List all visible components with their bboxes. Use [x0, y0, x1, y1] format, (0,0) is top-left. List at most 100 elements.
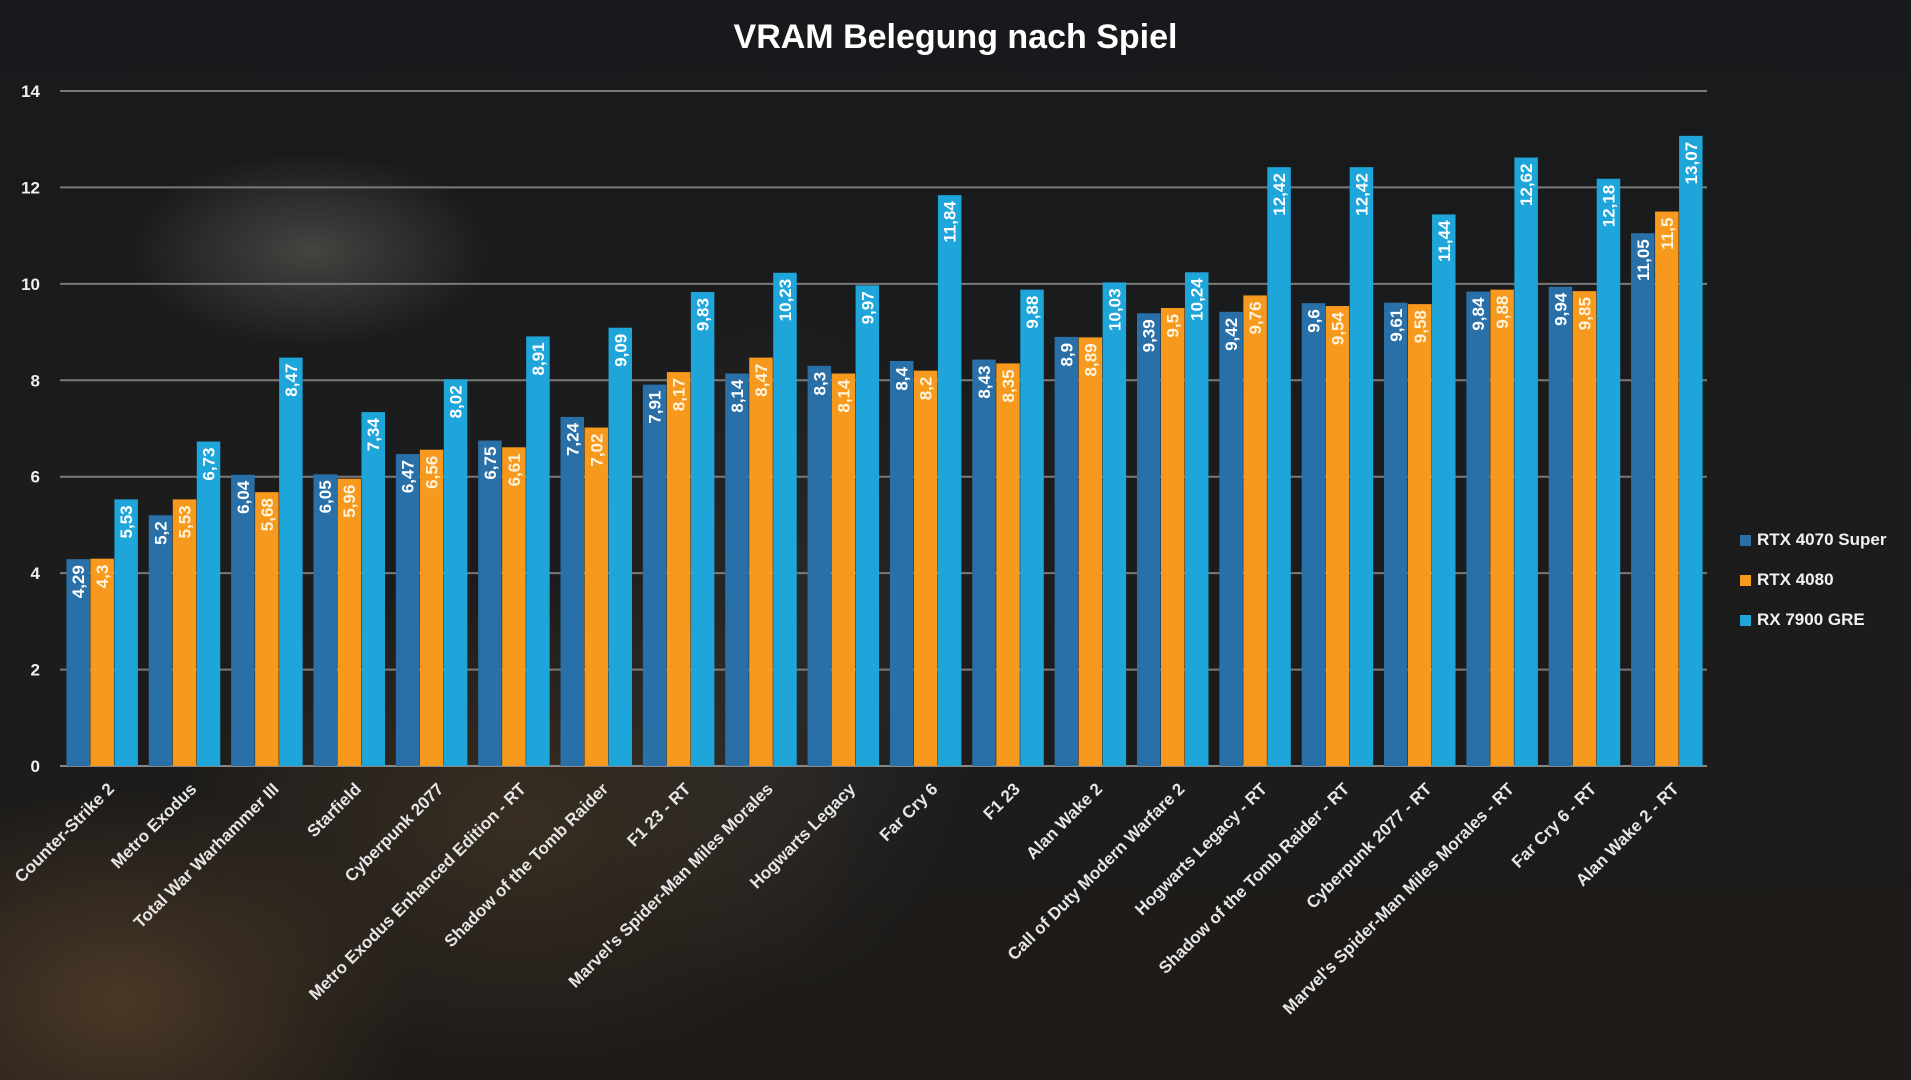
bar-rtx-4080 [502, 447, 526, 766]
legend-item-rx-7900-gre[interactable]: RX 7900 GRE [1740, 600, 1886, 640]
data-label: 7,91 [646, 391, 665, 424]
y-tick-label: 8 [31, 371, 40, 390]
data-label: 6,05 [316, 480, 335, 513]
bar-rx-7900-gre [1184, 272, 1209, 766]
legend-swatch [1740, 574, 1751, 586]
data-label: 6,73 [200, 448, 219, 481]
bar-rtx-4070-super [1219, 311, 1243, 766]
data-label: 9,94 [1551, 292, 1570, 326]
data-label: 5,2 [152, 521, 171, 545]
data-label: 8,9 [1057, 343, 1076, 367]
data-label: 9,58 [1411, 310, 1430, 343]
gridlines [60, 90, 1707, 767]
y-tick-label: 6 [31, 468, 40, 487]
bar-rtx-4070-super [807, 365, 832, 766]
data-label: 8,35 [999, 369, 1018, 402]
bar-rtx-4070-super [725, 373, 749, 766]
data-label: 8,43 [975, 366, 994, 399]
data-label: 9,09 [611, 334, 630, 367]
bar-rx-7900-gre [773, 272, 797, 766]
x-tick-label: F1 23 [980, 779, 1024, 823]
data-labels: 4,29 4,3 5,53 5,2 5,53 6,73 6,04 5,68 8,47 6,05 5,… [69, 142, 1701, 598]
legend-item-rtx-4070-super[interactable]: RTX 4070 Super [1740, 520, 1886, 560]
x-tick-label: Alan Wake 2 [1022, 779, 1106, 863]
bar-rx-7900-gre [608, 327, 633, 766]
x-tick-label: Starfield [304, 779, 366, 841]
bar-rx-7900-gre [361, 412, 385, 766]
y-tick-label: 12 [21, 178, 40, 197]
bar-rtx-4080 [1572, 291, 1597, 766]
bar-rx-7900-gre [1432, 214, 1456, 766]
data-label: 8,3 [810, 372, 829, 396]
bar-rx-7900-gre [1679, 135, 1703, 766]
data-label: 13,07 [1682, 142, 1701, 185]
data-label: 9,61 [1387, 309, 1406, 342]
bar-rtx-4080 [1078, 337, 1103, 766]
bar-rtx-4080 [831, 373, 856, 766]
bar-rtx-4080 [1243, 295, 1267, 766]
data-label: 11,84 [941, 201, 960, 243]
data-label: 6,04 [234, 480, 253, 514]
data-label: 9,84 [1469, 297, 1488, 331]
data-label: 8,2 [917, 377, 936, 401]
bar-rtx-4070-super [560, 416, 585, 766]
bar-rx-7900-gre [937, 195, 962, 767]
bar-rx-7900-gre [114, 499, 138, 766]
y-tick-label: 0 [31, 757, 40, 776]
bar-rtx-4070-super [1301, 303, 1326, 766]
bar-rx-7900-gre [1596, 178, 1621, 766]
bar-rx-7900-gre [526, 336, 550, 766]
data-label: 9,85 [1575, 297, 1594, 330]
bar-rtx-4080 [1325, 306, 1350, 766]
bar-rx-7900-gre [1102, 282, 1127, 766]
data-label: 9,88 [1493, 296, 1512, 329]
data-label: 8,89 [1081, 343, 1100, 376]
data-label: 12,62 [1517, 164, 1536, 207]
data-label: 8,14 [728, 379, 747, 413]
bar-rtx-4070-super [148, 515, 173, 766]
bar-rtx-4080 [1655, 211, 1679, 767]
data-label: 6,75 [481, 447, 500, 480]
bar-rtx-4070-super [66, 559, 90, 766]
bar-rtx-4080 [90, 558, 114, 766]
data-label: 9,42 [1222, 318, 1241, 351]
data-label: 10,24 [1188, 278, 1207, 321]
data-label: 6,56 [423, 456, 442, 489]
x-tick-label: Hogwarts Legacy - RT [1131, 779, 1271, 919]
data-label: 5,53 [117, 505, 136, 538]
y-axis-ticks: 0 2 4 6 8 10 12 14 [21, 82, 40, 776]
data-label: 10,23 [776, 279, 795, 322]
bar-rtx-4080 [255, 492, 279, 766]
legend: RTX 4070 Super RTX 4080 RX 7900 GRE [1740, 520, 1886, 640]
bar-rtx-4070-super [1054, 336, 1079, 766]
y-tick-label: 2 [31, 661, 40, 680]
x-tick-label: F1 23 - RT [624, 779, 695, 850]
data-label: 9,6 [1304, 309, 1323, 333]
data-label: 6,61 [505, 453, 524, 486]
bar-rtx-4080 [337, 478, 361, 766]
bar-rtx-4080 [666, 372, 691, 766]
data-label: 9,88 [1023, 296, 1042, 329]
data-label: 9,54 [1328, 311, 1347, 345]
x-tick-label: Metro Exodus [107, 779, 200, 872]
legend-swatch [1740, 534, 1751, 546]
bar-rx-7900-gre [855, 285, 880, 766]
bar-rtx-4080 [1408, 304, 1432, 766]
legend-label: RTX 4070 Super [1757, 530, 1887, 549]
data-label: 9,83 [694, 298, 713, 331]
bar-rx-7900-gre [196, 441, 221, 766]
y-tick-label: 14 [21, 82, 40, 101]
data-label: 11,44 [1435, 220, 1454, 262]
bar-rtx-4070-super [1466, 291, 1490, 766]
bar-rtx-4080 [172, 499, 197, 766]
legend-item-rtx-4080[interactable]: RTX 4080 [1740, 560, 1886, 600]
bar-rtx-4080 [996, 363, 1020, 766]
bar-rx-7900-gre [1267, 167, 1291, 766]
data-label: 8,47 [752, 364, 771, 397]
bars [66, 135, 1703, 767]
data-label: 9,39 [1140, 319, 1159, 352]
bar-rtx-4070-super [478, 440, 502, 766]
data-label: 10,03 [1105, 288, 1124, 331]
bar-rx-7900-gre [443, 379, 468, 766]
bar-rtx-4070-super [313, 474, 337, 766]
